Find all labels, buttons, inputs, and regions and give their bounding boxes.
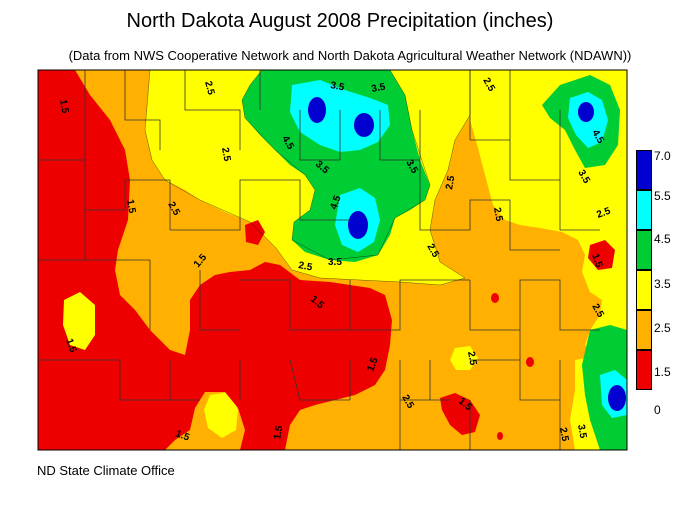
contour-label: 1.5 [124, 199, 137, 215]
legend-tick-label: 5.5 [654, 189, 671, 203]
contour-label: 2.5 [491, 207, 504, 223]
legend-swatch-yellow [636, 270, 652, 310]
map-title: North Dakota August 2008 Precipitation (… [126, 10, 554, 32]
contour-labels: 1.5 1.5 1.5 1.5 1.5 1.5 1.5 1.5 1.5 1.5 … [57, 76, 612, 444]
contour-label: 1.5 [589, 252, 604, 269]
legend-tick-label: 7.0 [654, 149, 671, 163]
legend: 7.0 5.5 4.5 3.5 2.5 1.5 0 [636, 150, 686, 420]
contour-label: 3.5 [329, 80, 345, 93]
legend-tick-label: 1.5 [654, 365, 671, 379]
legend-swatch-blue [636, 150, 652, 190]
contour-label: 2.5 [557, 427, 570, 443]
legend-swatch-green [636, 230, 652, 270]
blue-cell-3 [348, 211, 368, 239]
blue-cell-2 [354, 113, 374, 137]
yellow-region-center-south [450, 346, 478, 370]
red-spot-4 [497, 432, 503, 440]
legend-swatch-cyan [636, 190, 652, 230]
contour-label: 2.5 [444, 174, 457, 190]
contour-label: 1.5 [63, 337, 78, 354]
legend-tick-label: 0 [654, 403, 661, 417]
yellow-region-south [204, 392, 238, 438]
map-frame [37, 69, 628, 451]
legend-tick-label: 3.5 [654, 277, 671, 291]
contour-label: 2.5 [202, 80, 216, 97]
blue-cell-4 [578, 102, 594, 122]
contour-label: 3.5 [371, 82, 387, 95]
red-region-west-hole [63, 292, 95, 350]
contour-lines [144, 69, 471, 286]
legend-tick-label: 2.5 [654, 321, 671, 335]
legend-swatch-red [636, 350, 652, 390]
blue-cell-1 [308, 97, 326, 123]
county-boundaries [38, 70, 600, 450]
contour-label: 3.5 [575, 424, 588, 440]
contour-label: 2.5 [595, 206, 612, 221]
contour-label: 1.5 [272, 424, 285, 440]
contour-label: 1.5 [174, 428, 191, 443]
contour-label: 2.5 [219, 147, 232, 163]
contour-label: 3.5 [328, 257, 342, 268]
red-region-west [38, 70, 392, 450]
red-spot-1 [96, 260, 110, 276]
legend-tick-label: 4.5 [654, 232, 671, 246]
contour-label: 2.5 [465, 351, 478, 367]
map-subtitle: (Data from NWS Cooperative Network and N… [68, 48, 632, 63]
blue-cell-5 [608, 385, 626, 411]
red-spot-2 [491, 293, 499, 303]
legend-swatch-orange [636, 310, 652, 350]
red-spot-3 [526, 357, 534, 367]
contour-label: 1.5 [57, 99, 70, 115]
credit-text: ND State Climate Office [37, 463, 175, 478]
contour-label: 4.5 [328, 194, 343, 211]
red-region-center-small [245, 220, 265, 245]
red-region-east [588, 240, 615, 270]
contour-label: 1.5 [365, 356, 380, 373]
contour-label: 2.5 [297, 260, 313, 273]
